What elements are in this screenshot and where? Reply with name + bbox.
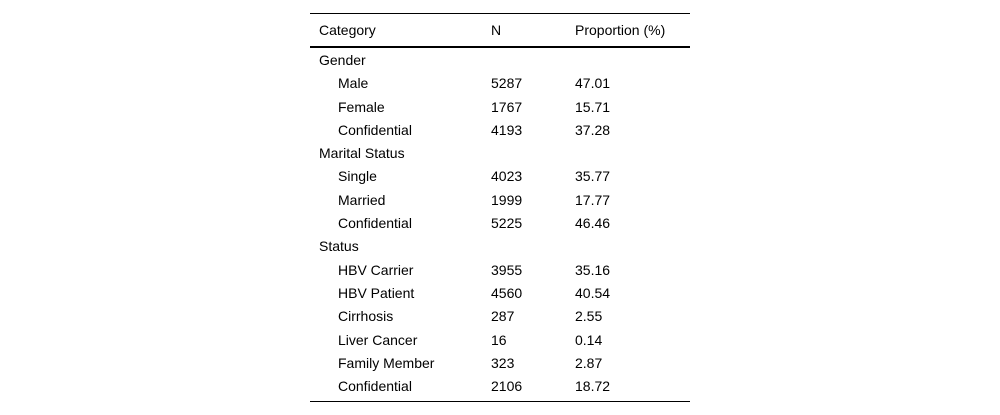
category-label: HBV Patient xyxy=(338,284,415,301)
n-value: 4023 xyxy=(491,168,523,185)
category-label: Confidential xyxy=(338,378,412,395)
section-header-row: Gender xyxy=(310,49,690,72)
proportion-value: 2.55 xyxy=(575,308,603,325)
category-label: Male xyxy=(338,75,369,92)
n-value: 287 xyxy=(491,308,515,325)
summary-table: Category N Proportion (%) Gender Male 5287… xyxy=(310,13,690,403)
section-header-row: Marital Status xyxy=(310,142,690,165)
proportion-value: 46.46 xyxy=(575,215,611,232)
column-header-proportion: Proportion (%) xyxy=(575,22,666,38)
n-value: 16 xyxy=(491,331,507,348)
category-label: Married xyxy=(338,191,386,208)
data-row: Single 4023 35.77 xyxy=(310,165,690,188)
proportion-value: 0.14 xyxy=(575,331,603,348)
n-value: 4193 xyxy=(491,121,523,138)
table-header-row: Category N Proportion (%) xyxy=(310,14,690,48)
data-row: Married 1999 17.77 xyxy=(310,189,690,212)
column-header-category: Category xyxy=(319,22,376,38)
n-value: 2106 xyxy=(491,378,523,395)
data-row: Male 5287 47.01 xyxy=(310,72,690,95)
proportion-value: 2.87 xyxy=(575,354,603,371)
category-label: Single xyxy=(338,168,377,185)
data-row: Female 1767 15.71 xyxy=(310,96,690,119)
data-row: Liver Cancer 16 0.14 xyxy=(310,329,690,352)
data-row: Confidential 4193 37.28 xyxy=(310,119,690,142)
section-label: Marital Status xyxy=(319,145,405,162)
proportion-value: 15.71 xyxy=(575,98,611,115)
n-value: 5225 xyxy=(491,215,523,232)
n-value: 4560 xyxy=(491,284,523,301)
n-value: 1767 xyxy=(491,98,523,115)
proportion-value: 17.77 xyxy=(575,191,611,208)
category-label: HBV Carrier xyxy=(338,261,414,278)
data-row: Confidential 2106 18.72 xyxy=(310,375,690,398)
data-row: Confidential 5225 46.46 xyxy=(310,212,690,235)
data-row: Cirrhosis 287 2.55 xyxy=(310,305,690,328)
section-label: Gender xyxy=(319,52,366,68)
proportion-value: 18.72 xyxy=(575,378,611,395)
category-label: Confidential xyxy=(338,215,412,232)
section-header-row: Status xyxy=(310,235,690,258)
n-value: 323 xyxy=(491,354,515,371)
n-value: 1999 xyxy=(491,191,523,208)
proportion-value: 35.16 xyxy=(575,261,611,278)
section-label: Status xyxy=(319,238,359,255)
data-row: Family Member 323 2.87 xyxy=(310,352,690,375)
column-header-n: N xyxy=(491,22,502,38)
n-value: 3955 xyxy=(491,261,523,278)
category-label: Confidential xyxy=(338,121,412,138)
category-label: Liver Cancer xyxy=(338,331,418,348)
data-row: HBV Patient 4560 40.54 xyxy=(310,282,690,305)
category-label: Cirrhosis xyxy=(338,308,394,325)
proportion-value: 40.54 xyxy=(575,284,611,301)
proportion-value: 35.77 xyxy=(575,168,611,185)
category-label: Family Member xyxy=(338,354,435,371)
proportion-value: 47.01 xyxy=(575,75,611,92)
table-body: Gender Male 5287 47.01 Female 1767 15.71 Confid… xyxy=(310,48,690,401)
category-label: Female xyxy=(338,98,385,115)
data-row: HBV Carrier 3955 35.16 xyxy=(310,259,690,282)
n-value: 5287 xyxy=(491,75,523,92)
proportion-value: 37.28 xyxy=(575,121,611,138)
